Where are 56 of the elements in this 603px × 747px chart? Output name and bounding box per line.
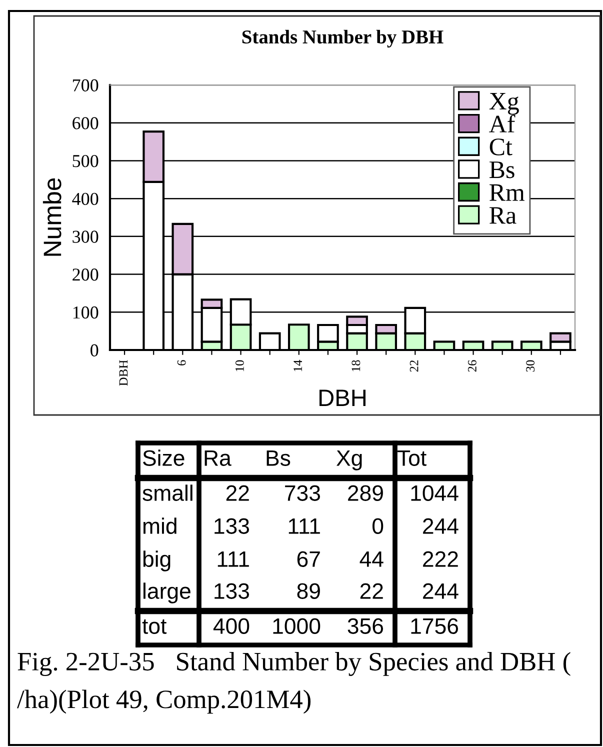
- text: tot: [142, 619, 167, 634]
- text: 111: [218, 551, 249, 567]
- text: 733: [285, 485, 320, 501]
- y-tick-label: 100: [73, 306, 98, 319]
- text: 133: [214, 518, 250, 534]
- text: 111: [288, 518, 320, 534]
- text: large: [143, 582, 190, 604]
- text: Xg: [336, 450, 362, 470]
- y-tick-label: 200: [72, 268, 98, 281]
- x-tick-label: 30: [526, 360, 535, 372]
- text: 244: [423, 583, 458, 599]
- y-axis-title: Numbe: [42, 178, 62, 256]
- caption: Fig. 2-2U-35 Stand Number by Species and DBH ( /ha)(Plot 49, Comp.201M4): [17, 652, 570, 714]
- x-tick-label: 10: [235, 360, 244, 372]
- x-tick-label: DBH: [119, 360, 128, 386]
- text: 1756: [411, 618, 458, 634]
- text: mid: [143, 518, 176, 534]
- text: 22: [360, 583, 383, 599]
- text: 44: [360, 551, 384, 567]
- text: 1000: [273, 618, 320, 634]
- legend-label: Af: [489, 114, 516, 132]
- text: Bs: [266, 450, 290, 466]
- text: big: [143, 550, 170, 572]
- legend-label: Ct: [490, 138, 512, 156]
- text: 22: [226, 485, 249, 501]
- text: 400: [213, 618, 250, 634]
- text: 244: [423, 518, 458, 534]
- text: 289: [348, 485, 383, 501]
- legend-label: Xg: [489, 93, 519, 115]
- text: Ra: [204, 450, 232, 466]
- y-tick-label: 400: [72, 192, 98, 206]
- legend-label: Bs: [490, 162, 514, 178]
- x-tick-label: 22: [410, 360, 418, 372]
- text: 356: [348, 618, 384, 634]
- text: Tot: [398, 450, 426, 466]
- x-tick-label: 18: [352, 360, 360, 372]
- y-tick-label: 500: [72, 154, 98, 168]
- text: 89: [297, 583, 320, 599]
- legend-label: Rm: [490, 184, 525, 201]
- text: 133: [214, 583, 250, 599]
- x-axis-title: DBH: [320, 390, 366, 406]
- text: 222: [423, 551, 458, 567]
- x-tick-label: 26: [468, 360, 476, 372]
- text: small: [142, 484, 192, 501]
- text: 67: [297, 551, 320, 567]
- text: Size: [143, 450, 184, 466]
- y-tick-label: 0: [90, 344, 98, 356]
- legend-label: Ra: [490, 207, 516, 224]
- y-tick-label: 700: [72, 79, 98, 92]
- y-tick-label: 300: [72, 230, 98, 243]
- x-tick-label: 6: [177, 360, 186, 366]
- y-tick-label: 600: [72, 117, 98, 130]
- chart-title: Stands Number by DBH: [242, 30, 444, 48]
- x-tick-label: 14: [294, 360, 302, 372]
- text: 1044: [411, 485, 458, 501]
- text: 0: [372, 518, 384, 534]
